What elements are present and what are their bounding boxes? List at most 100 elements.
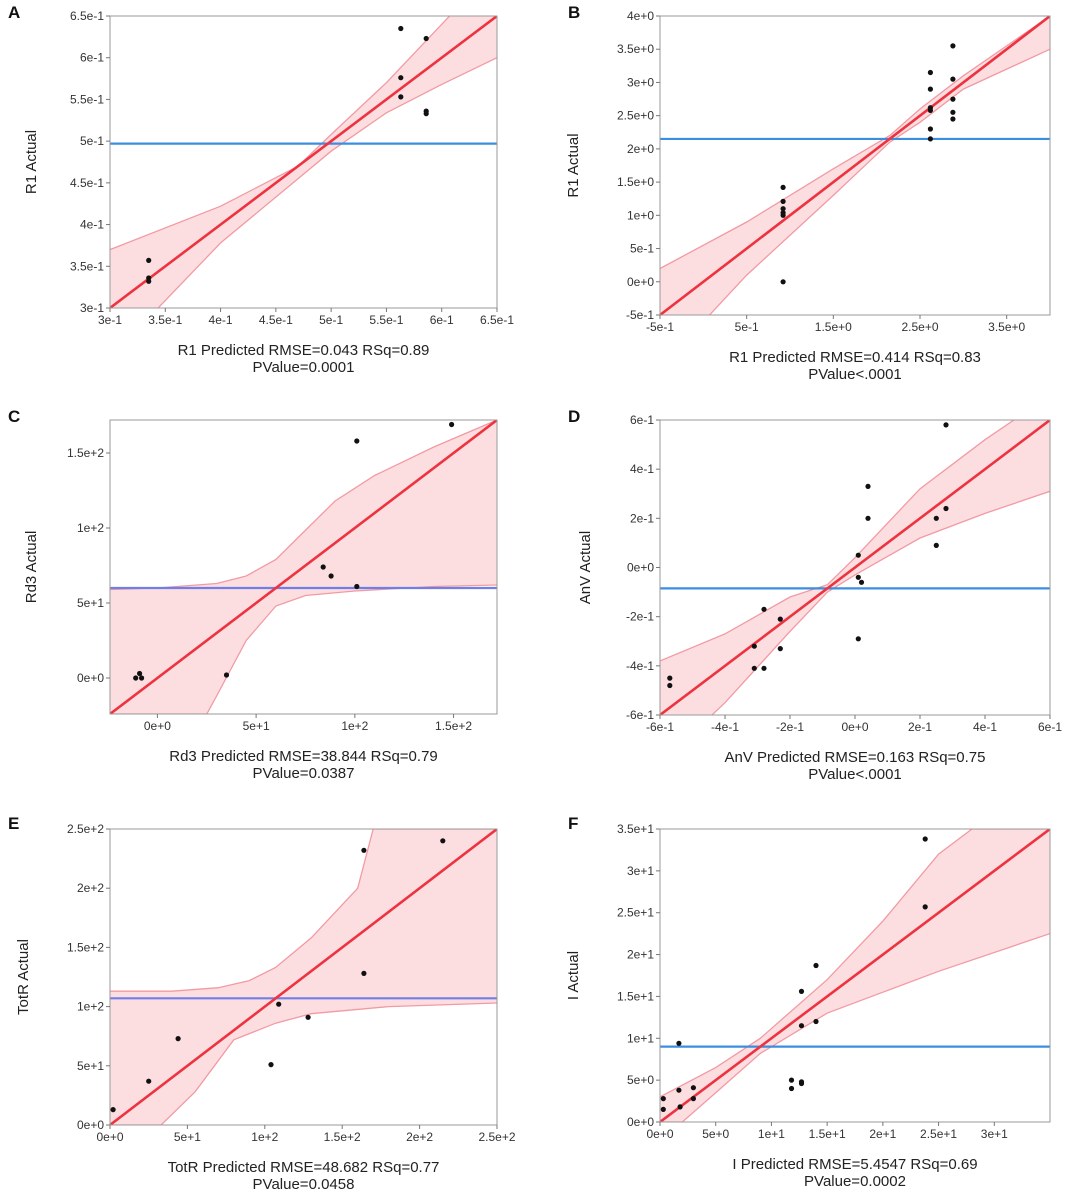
y-tick-label: 3.5e-1 (70, 259, 104, 273)
data-point (761, 665, 767, 671)
data-point (423, 35, 429, 42)
data-point (660, 1106, 666, 1112)
x-tick-label: 1.5e+1 (809, 1127, 846, 1141)
y-tick-label: 1e+2 (77, 521, 104, 535)
y-tick-label: 2e+0 (627, 142, 654, 156)
x-tick-label: 2.5e+1 (920, 1127, 957, 1141)
y-tick-label: 4e-1 (80, 218, 104, 232)
x-tick-label: 1.5e+2 (324, 1130, 361, 1144)
plot-frame (659, 15, 1051, 316)
data-point (320, 564, 326, 570)
data-point (354, 438, 360, 444)
data-point (922, 904, 928, 910)
x-axis-label-pvalue: PValue<.0001 (808, 366, 902, 383)
data-point (813, 962, 819, 969)
x-axis-label: R1 Predicted RMSE=0.414 RSq=0.83 (729, 349, 981, 366)
y-tick-label: 4.5e-1 (70, 176, 104, 190)
chart-panel-a: 3e-1 3.5e-1 4e-1 4.5e-1 5e-1 5.5e-1 6e-1 6.5e-1… (8, 3, 514, 376)
y-tick-label: 0e+0 (77, 671, 104, 685)
confidence-band-lower-edge (660, 932, 1050, 1122)
data-point (761, 606, 767, 612)
y-tick-label: 3e+1 (627, 864, 654, 878)
fit-line (110, 829, 497, 1125)
x-tick-label: 6.5e-1 (480, 313, 514, 327)
x-axis-label: R1 Predicted RMSE=0.043 RSq=0.89 (178, 342, 430, 359)
y-tick-label: 5e+1 (77, 596, 104, 610)
data-point (777, 616, 783, 622)
x-tick-label: 3.5e+0 (988, 320, 1025, 334)
x-tick-label: 5e+1 (243, 719, 270, 733)
y-tick-label: 4e+0 (627, 9, 654, 23)
x-tick-label: 1e+1 (758, 1127, 785, 1141)
data-point (398, 25, 404, 32)
data-point (950, 116, 956, 122)
panel-letter: B (568, 3, 580, 22)
confidence-band-upper-edge (110, 420, 497, 591)
y-tick-label: 2.5e+2 (67, 822, 104, 836)
confidence-band-lower-edge (157, 57, 497, 308)
panel-letter: C (8, 407, 20, 426)
y-tick-label: 4e-1 (630, 462, 654, 476)
data-point (788, 1077, 795, 1083)
data-point (440, 838, 446, 844)
x-tick-label: 2e+2 (406, 1130, 433, 1144)
data-point (146, 257, 152, 263)
fit-line (660, 16, 1050, 315)
y-tick-label: 2.5e+0 (617, 109, 654, 123)
y-tick-label: 1e+0 (627, 208, 654, 222)
y-tick-label: -5e-1 (626, 308, 654, 322)
data-point (798, 1023, 805, 1029)
data-point (223, 672, 230, 678)
y-tick-label: 1e+1 (627, 1031, 654, 1045)
data-point (677, 1104, 683, 1110)
y-axis-label: Rd3 Actual (23, 531, 40, 604)
y-tick-label: 1.5e+1 (617, 989, 654, 1003)
x-tick-label: 5.5e-1 (369, 313, 403, 327)
fit-line (660, 420, 1050, 715)
x-tick-label: 0e+0 (144, 719, 171, 733)
data-point (780, 206, 786, 212)
fit-line (110, 16, 497, 308)
x-tick-label: 1.5e+2 (435, 719, 472, 733)
data-point (780, 184, 786, 190)
data-point (780, 198, 786, 204)
plot-frame (109, 419, 498, 715)
y-tick-label: 0e+0 (77, 1118, 104, 1132)
confidence-band-upper-edge (110, 829, 497, 992)
x-tick-label: 2e+1 (869, 1127, 896, 1141)
x-tick-label: 4.5e-1 (259, 313, 293, 327)
x-axis-label-pvalue: PValue=0.0001 (253, 359, 355, 376)
data-point (777, 646, 783, 652)
plot-frame (109, 15, 498, 309)
x-tick-label: 1e+2 (251, 1130, 278, 1144)
y-tick-label: 0e+0 (627, 561, 654, 575)
data-point (788, 1085, 795, 1092)
y-tick-label: 1.5e+2 (67, 940, 104, 954)
data-point (676, 1040, 682, 1046)
confidence-band-upper-edge (660, 829, 1050, 1098)
x-tick-label: -6e-1 (646, 720, 674, 734)
panel-letter: D (568, 407, 580, 426)
y-tick-label: -2e-1 (626, 610, 654, 624)
data-point (933, 542, 939, 549)
x-tick-label: 4e-1 (209, 313, 233, 327)
confidence-band-upper-edge (660, 420, 1016, 662)
data-point (139, 675, 145, 681)
data-point (943, 422, 949, 428)
data-point (305, 1014, 311, 1020)
y-axis-label: I Actual (565, 951, 582, 1000)
x-tick-label: 3e-1 (98, 313, 122, 327)
confidence-band-lower-edge (708, 48, 1050, 315)
x-axis-label: AnV Predicted RMSE=0.163 RSq=0.75 (725, 749, 986, 766)
data-point (175, 1036, 181, 1042)
data-point (328, 573, 334, 579)
y-axis-label: AnV Actual (577, 531, 594, 604)
plot-content (110, 829, 497, 1125)
x-tick-label: 2.5e+0 (901, 320, 938, 334)
y-axis-label: TotR Actual (15, 939, 32, 1015)
x-axis-label-pvalue: PValue=0.0458 (253, 1176, 355, 1193)
data-point (276, 1001, 282, 1007)
data-point (751, 643, 757, 649)
x-tick-label: 2.5e+2 (478, 1130, 515, 1144)
